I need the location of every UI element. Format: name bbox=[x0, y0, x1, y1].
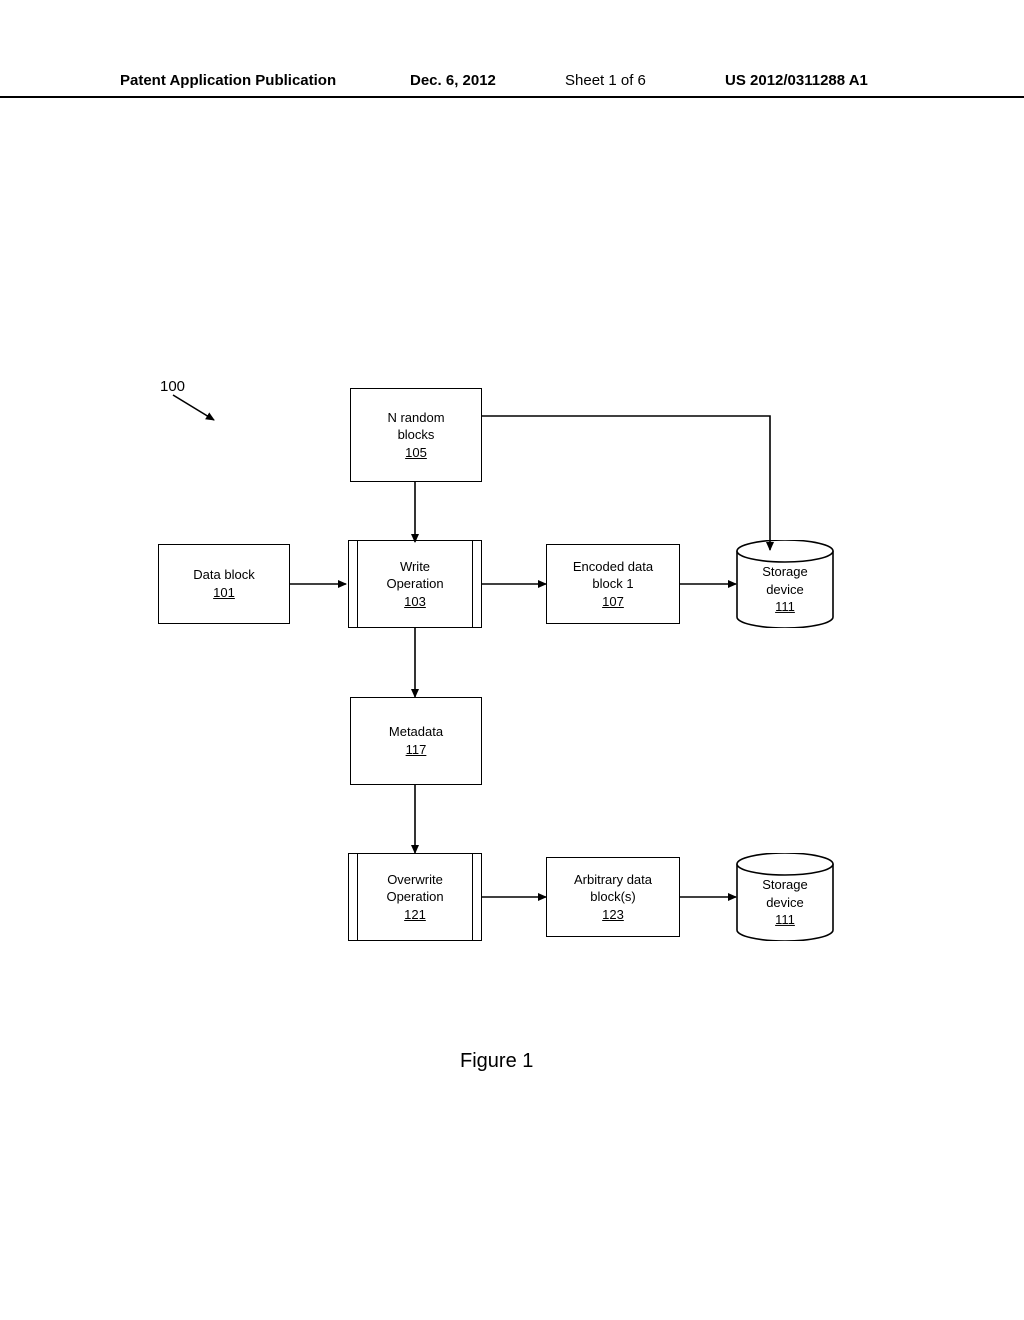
block-arbitrary-data: Arbitrary data block(s) 123 bbox=[546, 857, 680, 937]
block-metadata: Metadata 117 bbox=[350, 697, 482, 785]
block-label: N random bbox=[387, 409, 444, 427]
block-label: Overwrite bbox=[387, 871, 443, 889]
cylinder-label: Storage device 111 bbox=[736, 563, 834, 616]
block-overwrite-operation-inner: Overwrite Operation 121 bbox=[357, 854, 473, 940]
block-label: Arbitrary data bbox=[574, 871, 652, 889]
block-encoded-data: Encoded data block 1 107 bbox=[546, 544, 680, 624]
block-storage-device-1: Storage device 111 bbox=[736, 540, 834, 628]
block-label: Data block bbox=[193, 566, 254, 584]
cylinder-label: Storage device 111 bbox=[736, 876, 834, 929]
figure-caption: Figure 1 bbox=[460, 1050, 533, 1073]
figure-diagram: 100 Data block 101 N random blocks 105 W… bbox=[0, 0, 1024, 1320]
block-ref: 101 bbox=[213, 584, 235, 602]
block-overwrite-operation: Overwrite Operation 121 bbox=[348, 853, 482, 941]
block-label: Operation bbox=[386, 575, 443, 593]
block-n-random: N random blocks 105 bbox=[350, 388, 482, 482]
block-ref: 123 bbox=[602, 906, 624, 924]
block-label: Operation bbox=[386, 888, 443, 906]
block-label: Write bbox=[400, 558, 430, 576]
block-label: Metadata bbox=[389, 723, 443, 741]
block-label: blocks bbox=[398, 426, 435, 444]
block-label: device bbox=[766, 894, 804, 909]
block-ref: 105 bbox=[405, 444, 427, 462]
block-ref: 103 bbox=[404, 593, 426, 611]
block-label: device bbox=[766, 581, 804, 596]
block-label: Storage bbox=[762, 564, 808, 579]
block-ref: 121 bbox=[404, 906, 426, 924]
block-data-block: Data block 101 bbox=[158, 544, 290, 624]
block-ref: 117 bbox=[406, 741, 427, 759]
block-storage-device-2: Storage device 111 bbox=[736, 853, 834, 941]
arrows-layer bbox=[0, 0, 1024, 1320]
block-write-operation: Write Operation 103 bbox=[348, 540, 482, 628]
block-label: block(s) bbox=[590, 888, 636, 906]
block-label: Encoded data bbox=[573, 558, 653, 576]
figure-ref-100: 100 bbox=[160, 378, 185, 395]
block-write-operation-inner: Write Operation 103 bbox=[357, 541, 473, 627]
block-label: block 1 bbox=[592, 575, 633, 593]
block-ref: 111 bbox=[775, 599, 795, 614]
block-ref: 111 bbox=[775, 912, 795, 927]
block-label: Storage bbox=[762, 877, 808, 892]
block-ref: 107 bbox=[602, 593, 624, 611]
